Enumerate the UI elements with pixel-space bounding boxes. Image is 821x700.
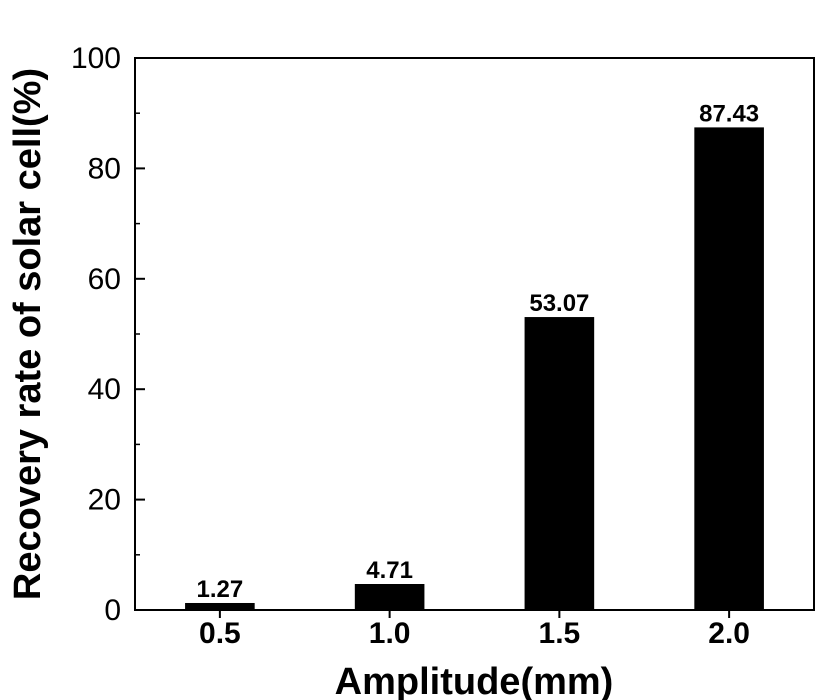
y-tick-label: 60 xyxy=(88,263,121,296)
y-tick-label: 0 xyxy=(104,594,121,627)
x-tick-label: 2.0 xyxy=(708,617,750,650)
bar-0.5 xyxy=(185,602,255,610)
x-axis-title: Amplitude(mm) xyxy=(335,661,614,700)
data-label: 53.07 xyxy=(529,290,589,317)
y-axis: 0 20 40 60 80 100 xyxy=(71,42,145,627)
y-tick-label: 100 xyxy=(71,42,121,75)
y-tick-label: 80 xyxy=(88,152,121,185)
bar-1.5 xyxy=(524,317,595,610)
y-axis-title: Recovery rate of solar cell(%) xyxy=(7,68,49,600)
bar-1.0 xyxy=(354,584,425,610)
bars: 1.27 4.71 53.07 87.43 xyxy=(185,100,764,610)
data-label: 87.43 xyxy=(699,100,759,127)
x-tick-label: 1.5 xyxy=(539,617,581,650)
data-label: 4.71 xyxy=(366,557,413,584)
x-axis: 0.5 1.0 1.5 2.0 xyxy=(199,610,750,650)
x-tick-label: 1.0 xyxy=(369,617,411,650)
data-label: 1.27 xyxy=(197,576,244,603)
x-tick-label: 0.5 xyxy=(199,617,241,650)
y-tick-label: 20 xyxy=(88,484,121,517)
bar-2.0 xyxy=(694,127,764,610)
y-tick-label: 40 xyxy=(88,373,121,406)
